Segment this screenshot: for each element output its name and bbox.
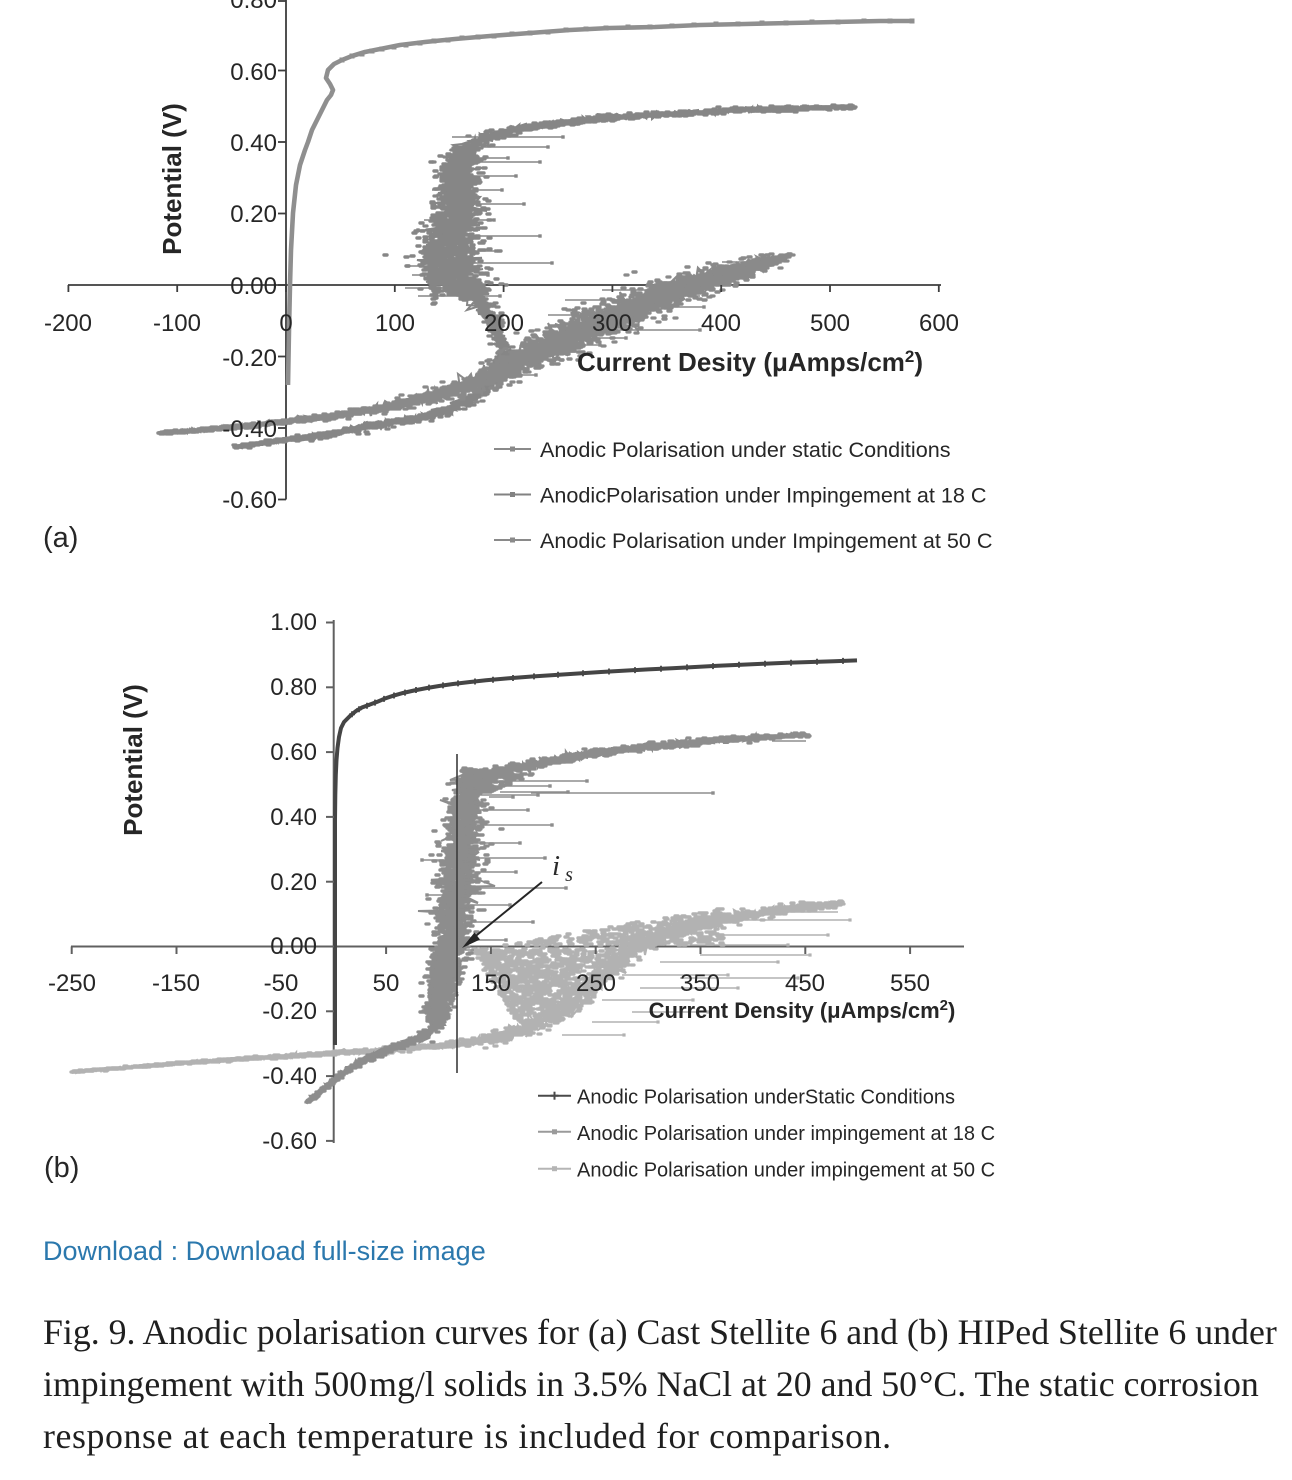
- svg-text:Anodic Polarisation under stat: Anodic Polarisation under static Conditi…: [540, 437, 951, 462]
- svg-text:0.20: 0.20: [230, 201, 277, 228]
- svg-text:50: 50: [373, 970, 400, 997]
- svg-text:Potential (V): Potential (V): [118, 684, 148, 836]
- svg-text:-0.20: -0.20: [222, 345, 277, 372]
- svg-text:0: 0: [279, 310, 292, 337]
- svg-text:0.40: 0.40: [270, 804, 317, 831]
- svg-text:Anodic Polarisation underStati: Anodic Polarisation underStatic Conditio…: [577, 1087, 955, 1109]
- svg-text:0.80: 0.80: [230, 0, 277, 14]
- svg-text:(a): (a): [43, 522, 78, 554]
- svg-text:0.60: 0.60: [270, 739, 317, 766]
- svg-text:450: 450: [785, 970, 825, 997]
- svg-text:is: is: [552, 850, 573, 886]
- svg-text:-250: -250: [48, 970, 96, 997]
- svg-text:350: 350: [680, 970, 720, 997]
- svg-text:-0.60: -0.60: [262, 1128, 317, 1155]
- svg-text:-0.40: -0.40: [222, 416, 277, 443]
- svg-text:Potential (V): Potential (V): [157, 103, 187, 255]
- svg-text:0.20: 0.20: [270, 869, 317, 896]
- svg-text:-0.20: -0.20: [262, 998, 317, 1025]
- svg-text:-100: -100: [153, 310, 201, 337]
- svg-text:0.00: 0.00: [230, 273, 277, 300]
- svg-text:Current Density (μAmps/cm2): Current Density (μAmps/cm2): [649, 997, 956, 1023]
- svg-text:400: 400: [701, 310, 741, 337]
- svg-text:0.80: 0.80: [270, 674, 317, 701]
- svg-text:1.00: 1.00: [270, 609, 317, 636]
- svg-text:Anodic Polarisation under impi: Anodic Polarisation under impingement at…: [577, 1160, 995, 1182]
- svg-text:-0.60: -0.60: [222, 487, 277, 514]
- svg-text:500: 500: [810, 310, 850, 337]
- svg-text:0.40: 0.40: [230, 130, 277, 157]
- svg-text:300: 300: [592, 310, 632, 337]
- svg-text:600: 600: [919, 310, 959, 337]
- svg-text:-0.40: -0.40: [262, 1063, 317, 1090]
- svg-text:0.60: 0.60: [230, 59, 277, 86]
- svg-text:-150: -150: [152, 970, 200, 997]
- svg-text:-50: -50: [264, 970, 299, 997]
- svg-text:Anodic Polarisation under impi: Anodic Polarisation under impingement at…: [577, 1123, 995, 1145]
- svg-text:200: 200: [484, 310, 524, 337]
- svg-text:100: 100: [375, 310, 415, 337]
- svg-text:0.00: 0.00: [270, 933, 317, 960]
- svg-text:250: 250: [576, 970, 616, 997]
- svg-text:Current Desity (μAmps/cm2): Current Desity (μAmps/cm2): [577, 347, 923, 377]
- svg-text:Anodic Polarisation under Impi: Anodic Polarisation under Impingement at…: [540, 528, 993, 553]
- svg-text:-200: -200: [44, 310, 92, 337]
- svg-text:150: 150: [471, 970, 511, 997]
- svg-text:550: 550: [890, 970, 930, 997]
- svg-text:AnodicPolarisation under Impin: AnodicPolarisation under Impingement at …: [540, 483, 987, 508]
- svg-text:(b): (b): [44, 1152, 79, 1184]
